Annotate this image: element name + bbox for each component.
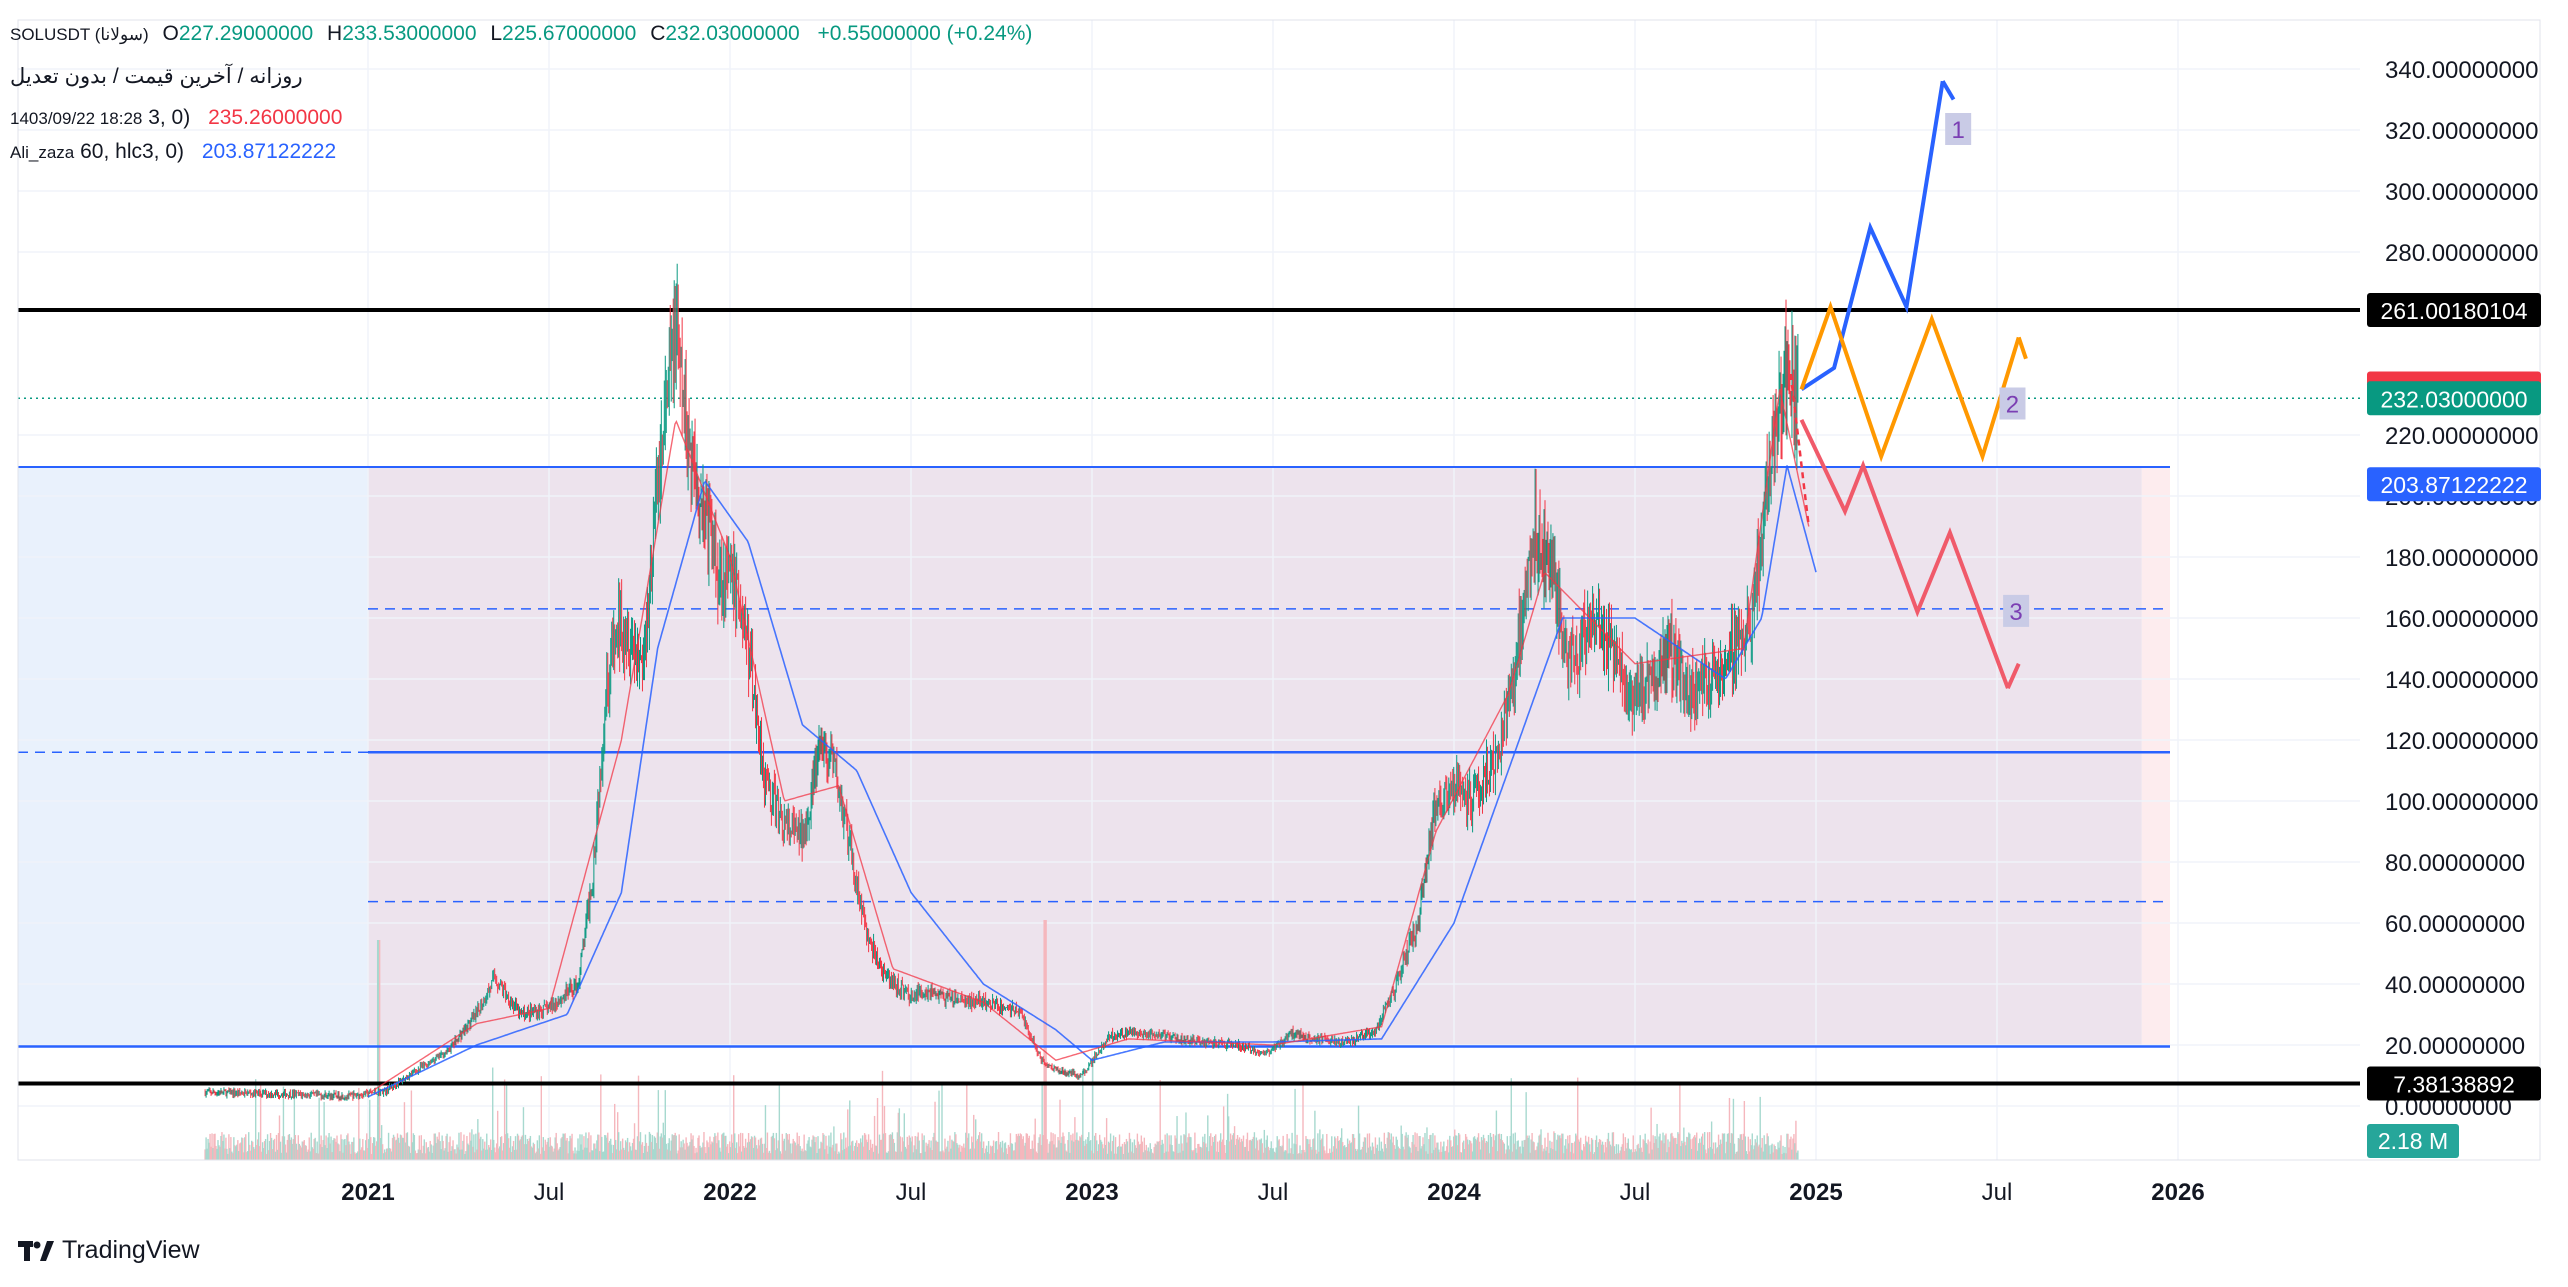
legend-ma-slow-row: Ali_zaza 60, hlc3, 0) 203.87122222: [10, 140, 336, 164]
price-tag: [2367, 292, 2541, 327]
y-axis-tick-label: 100.00000000: [2385, 789, 2539, 816]
scenario-label-3: 3: [2009, 599, 2022, 626]
ma-slow-line: [367, 465, 1817, 1098]
ma-slow-params: 60, hlc3, 0): [80, 140, 185, 163]
price-tag: [2367, 467, 2541, 502]
x-axis-tick-label: Jul: [534, 1179, 565, 1206]
change-value: +0.55000000 (+0.24%): [817, 22, 1033, 45]
y-axis-tick-label: 280.00000000: [2385, 240, 2539, 267]
legend-ohlc-row: SOLUSDT (سولانا) O227.29000000 H233.5300…: [10, 22, 1032, 46]
price-tags: 261.00180104235.26000000232.03000000203.…: [2367, 292, 2541, 1158]
ma-fast-value: 235.26000000: [208, 106, 343, 129]
y-axis-tick-label: 80.00000000: [2385, 850, 2525, 877]
legend-ma-fast-row: 1403/09/22 18:28 3, 0) 235.26000000: [10, 106, 342, 130]
x-axis-tick-label: 2023: [1065, 1179, 1118, 1206]
y-axis-tick-label: 160.00000000: [2385, 606, 2539, 633]
volume-tag-label: 2.18 M: [2378, 1128, 2448, 1154]
scenario-label-2: 2: [2006, 392, 2019, 419]
scenario-badge-3: [2003, 594, 2030, 627]
y-axis-tick-label: 120.00000000: [2385, 728, 2539, 755]
y-axis-tick-label: 40.00000000: [2385, 972, 2525, 999]
x-axis-tick-label: 2025: [1789, 1179, 1842, 1206]
axes[interactable]: 0.0000000020.0000000040.0000000060.00000…: [17, 19, 2541, 1206]
y-axis-tick-label: 140.00000000: [2385, 667, 2539, 694]
grid-lines: [18, 20, 2360, 1160]
volume-tag: [2367, 1124, 2459, 1158]
ma-slow-value: 203.87122222: [201, 140, 337, 163]
y-axis-tick-label: 180.00000000: [2385, 545, 2539, 572]
y-axis-tick-label: 340.00000000: [2385, 57, 2539, 84]
y-axis-tick-label: 300.00000000: [2385, 179, 2539, 206]
projection-dash: [1789, 373, 1811, 527]
horizontal-levels[interactable]: [18, 307, 2360, 1086]
x-axis-tick-label: Jul: [896, 1179, 927, 1206]
scenario-label-1: 1: [1952, 117, 1965, 144]
tradingview-brand[interactable]: TradingView: [18, 1236, 200, 1265]
price-tag-label: 7.38138892: [2393, 1071, 2515, 1097]
high-label: H: [327, 22, 343, 45]
scenario-path-2: [1799, 300, 2021, 463]
y-axis-tick-label: 60.00000000: [2385, 911, 2525, 938]
open-label: O: [162, 22, 179, 45]
range-box-extension: [2141, 467, 2170, 1047]
y-axis-tick-label: 20.00000000: [2385, 1033, 2525, 1060]
left-history-zone: [18, 467, 368, 1047]
brand-name: TradingView: [62, 1236, 200, 1264]
close-label: C: [650, 22, 666, 45]
scenario-arrowhead-1: [1940, 80, 1956, 101]
symbol-name[interactable]: SOLUSDT (سولانا): [10, 25, 149, 44]
price-tag-label: 232.03000000: [2380, 386, 2527, 412]
ma-fast-params: 3, 0): [148, 106, 191, 129]
scenario-path-3: [1799, 418, 2010, 689]
close-value: 232.03000000: [665, 22, 800, 45]
x-axis-tick-label: Jul: [1620, 1179, 1651, 1206]
moving-averages: [367, 389, 1817, 1098]
x-axis-tick-label: Jul: [1258, 1179, 1289, 1206]
price-tag-label: 203.87122222: [2380, 472, 2527, 498]
price-tag: [2367, 1066, 2541, 1101]
x-axis-tick-label: 2021: [341, 1179, 394, 1206]
x-axis-tick-label: Jul: [1982, 1179, 2013, 1206]
scenario-badge-2: [1999, 387, 2026, 420]
high-value: 233.53000000: [342, 22, 477, 45]
ma-fast-line: [367, 389, 1810, 1095]
price-tag: [2367, 381, 2541, 416]
volume-bars: [204, 920, 1799, 1160]
low-label: L: [490, 22, 503, 45]
y-axis-tick-label: 220.00000000: [2385, 423, 2539, 450]
author-name: Ali_zaza: [10, 143, 75, 162]
x-axis-tick-label: 2026: [2151, 1179, 2204, 1206]
scenario-arrowhead-3: [2006, 662, 2021, 689]
x-axis-tick-label: 2022: [703, 1179, 756, 1206]
legend-subtitle: روزانه / آخرین قیمت / بدون تعدیل: [10, 65, 303, 88]
range-box: [368, 467, 2142, 1047]
x-axis-tick-label: 2024: [1427, 1179, 1481, 1206]
scenario-badge-1: [1945, 113, 1972, 145]
y-axis-tick-label: 320.00000000: [2385, 118, 2539, 145]
timestamp-text: 1403/09/22 18:28: [10, 109, 143, 128]
scenario-arrowhead-2: [2016, 336, 2028, 360]
plot-border: [17, 19, 2541, 1161]
tradingview-logo-icon: [18, 1240, 54, 1261]
scenario-drawings[interactable]: 1 2 3: [1789, 80, 2030, 689]
open-value: 227.29000000: [178, 22, 314, 45]
low-value: 225.67000000: [502, 22, 637, 45]
scenario-path-1: [1800, 80, 1945, 391]
price-tag-label: 261.00180104: [2380, 298, 2527, 324]
